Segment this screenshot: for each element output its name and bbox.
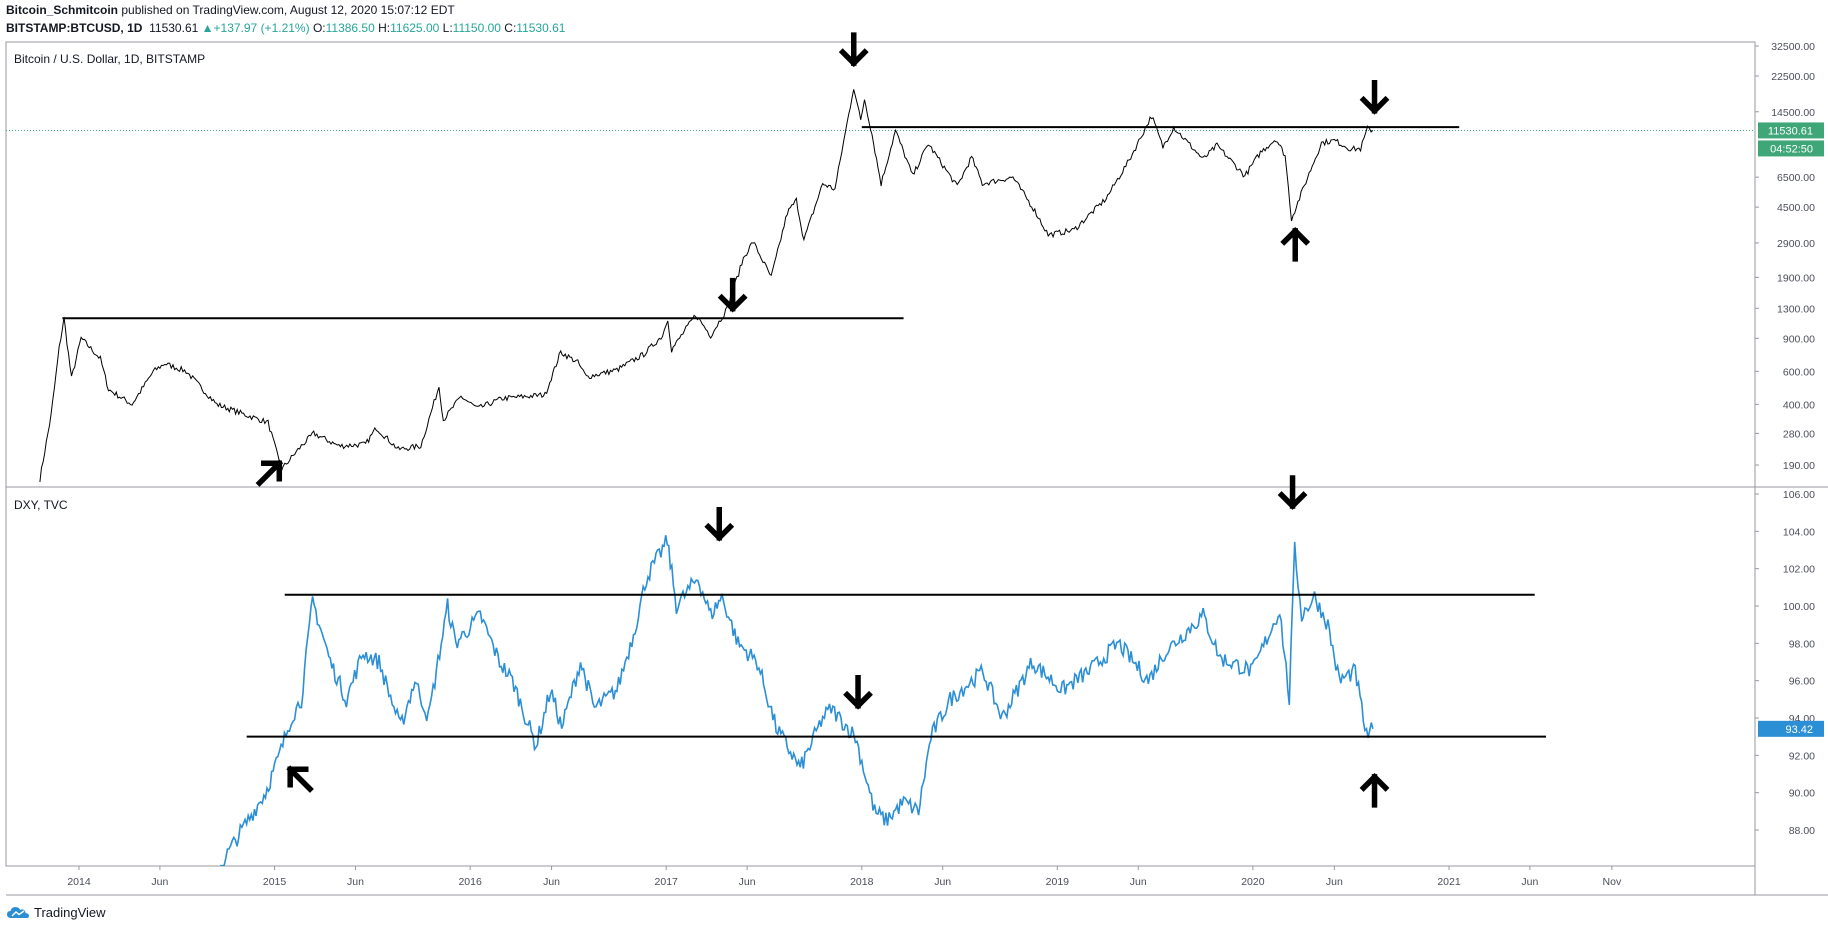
btc-arrow-down-shape [1359, 80, 1390, 115]
btc-y-tick-label: 1900.00 [1777, 272, 1815, 284]
plot-frame [5, 41, 1756, 867]
dxy-y-tick-label: 92.00 [1789, 750, 1815, 762]
btc-arrow-down [1359, 80, 1390, 115]
published-text: published on TradingView.com, August 12,… [118, 3, 455, 17]
tradingview-footer[interactable]: TradingView [6, 904, 106, 920]
x-tick-label: Jun [934, 876, 951, 888]
close-label: C: [504, 21, 517, 35]
btc-arrow-up-right [255, 459, 284, 487]
x-tick-label: 2015 [263, 876, 287, 888]
btc-arrow-up-shape [1280, 227, 1311, 262]
high-value: 11625.00 [390, 21, 440, 35]
btc-countdown-tag: 04:52:50 [1770, 143, 1813, 155]
dxy-arrow-up-left-shape [286, 765, 314, 793]
dxy-arrow-up-shape [1359, 773, 1390, 808]
tradingview-cloud-icon [7, 907, 29, 918]
btc-arrow-up-right-shape [255, 459, 284, 487]
close-value: 11530.61 [516, 21, 566, 35]
x-tick-label: Jun [1130, 876, 1147, 888]
btc-y-tick-label: 14500.00 [1771, 107, 1815, 119]
dxy-y-tick-label: 96.00 [1789, 676, 1815, 688]
btc-price-line [39, 89, 1374, 482]
dxy-last-price-tag: 93.42 [1785, 724, 1813, 736]
open-value: 11386.50 [325, 21, 375, 35]
dxy-arrow-down-shape [704, 506, 735, 542]
dxy-arrow-down [843, 674, 873, 710]
dxy-last-price-tag-bg [1758, 720, 1824, 737]
dxy-arrow-down-shape [843, 674, 873, 710]
dxy-price-line [219, 535, 1374, 866]
x-tick-label: Jun [1326, 876, 1343, 888]
publication-line: Bitcoin_Schmitcoin published on TradingV… [6, 3, 455, 17]
low-label: L: [442, 21, 453, 35]
btc-arrow-down-shape [838, 32, 869, 68]
tradingview-brand: TradingView [34, 904, 106, 920]
dxy-arrow-up-left [286, 765, 314, 793]
dxy-y-tick-label: 98.00 [1789, 638, 1815, 650]
btc-y-tick-label: 1300.00 [1777, 303, 1815, 315]
x-tick-label: 2020 [1241, 876, 1265, 888]
x-tick-label: 2017 [655, 876, 679, 888]
btc-y-tick-label: 190.00 [1783, 460, 1815, 472]
ohlc-line: BITSTAMP:BTCUSD, 1D 11530.61 ▲+137.97 (+… [6, 21, 565, 35]
change-value: ▲+137.97 (+1.21%) [201, 21, 310, 35]
btc-y-tick-label: 4500.00 [1777, 202, 1815, 214]
btc-y-tick-label: 6500.00 [1777, 172, 1815, 184]
dxy-pane-title: DXY, TVC [14, 498, 68, 512]
x-tick-label: Jun [347, 876, 364, 888]
x-tick-label: Jun [543, 876, 560, 888]
btc-arrow-down [717, 277, 748, 313]
x-tick-label: Jun [1521, 876, 1538, 888]
high-label: H: [378, 21, 391, 35]
last-price: 11530.61 [149, 21, 199, 35]
btc-y-tick-label: 280.00 [1783, 428, 1815, 440]
x-tick-label: 2016 [458, 876, 482, 888]
dxy-y-tick-label: 102.00 [1783, 564, 1815, 576]
dxy-y-tick-label: 104.00 [1783, 526, 1815, 538]
btc-y-tick-label: 2900.00 [1777, 238, 1815, 250]
symbol-label: BITSTAMP:BTCUSD, 1D [6, 21, 143, 35]
btc-y-tick-label: 32500.00 [1771, 41, 1815, 53]
x-tick-label: Jun [151, 876, 168, 888]
dxy-y-tick-label: 100.00 [1783, 601, 1815, 613]
author-name[interactable]: Bitcoin_Schmitcoin [6, 3, 119, 17]
dxy-arrow-up [1359, 773, 1390, 808]
btc-y-tick-label: 600.00 [1783, 366, 1815, 378]
btc-countdown-tag-bg [1758, 140, 1824, 157]
btc-y-tick-label: 400.00 [1783, 399, 1815, 411]
btc-arrow-up [1280, 227, 1311, 262]
x-tick-label: 2014 [67, 876, 91, 888]
dxy-y-tick-label: 90.00 [1789, 788, 1815, 800]
x-tick-label: 2018 [850, 876, 874, 888]
dxy-y-tick-label: 88.00 [1789, 825, 1815, 837]
btc-arrow-down-shape [717, 277, 748, 313]
dxy-arrow-down-shape [1277, 475, 1308, 510]
btc-last-price-tag: 11530.61 [1768, 125, 1813, 137]
open-label: O: [312, 21, 326, 35]
x-tick-label: Jun [739, 876, 756, 888]
low-value: 11150.00 [452, 21, 501, 35]
x-tick-label: 2021 [1437, 876, 1461, 888]
btc-arrow-down [838, 32, 869, 68]
btc-pane-title: Bitcoin / U.S. Dollar, 1D, BITSTAMP [14, 52, 206, 66]
x-tick-label: Nov [1603, 876, 1622, 888]
dxy-arrow-down [1277, 475, 1308, 510]
x-tick-label: 2019 [1046, 876, 1070, 888]
dxy-y-tick-label: 106.00 [1783, 489, 1815, 501]
btc-last-price-tag-bg [1758, 122, 1824, 139]
btc-y-tick-label: 22500.00 [1771, 71, 1815, 83]
btc-y-tick-label: 900.00 [1783, 333, 1815, 345]
dxy-arrow-down [704, 506, 735, 542]
